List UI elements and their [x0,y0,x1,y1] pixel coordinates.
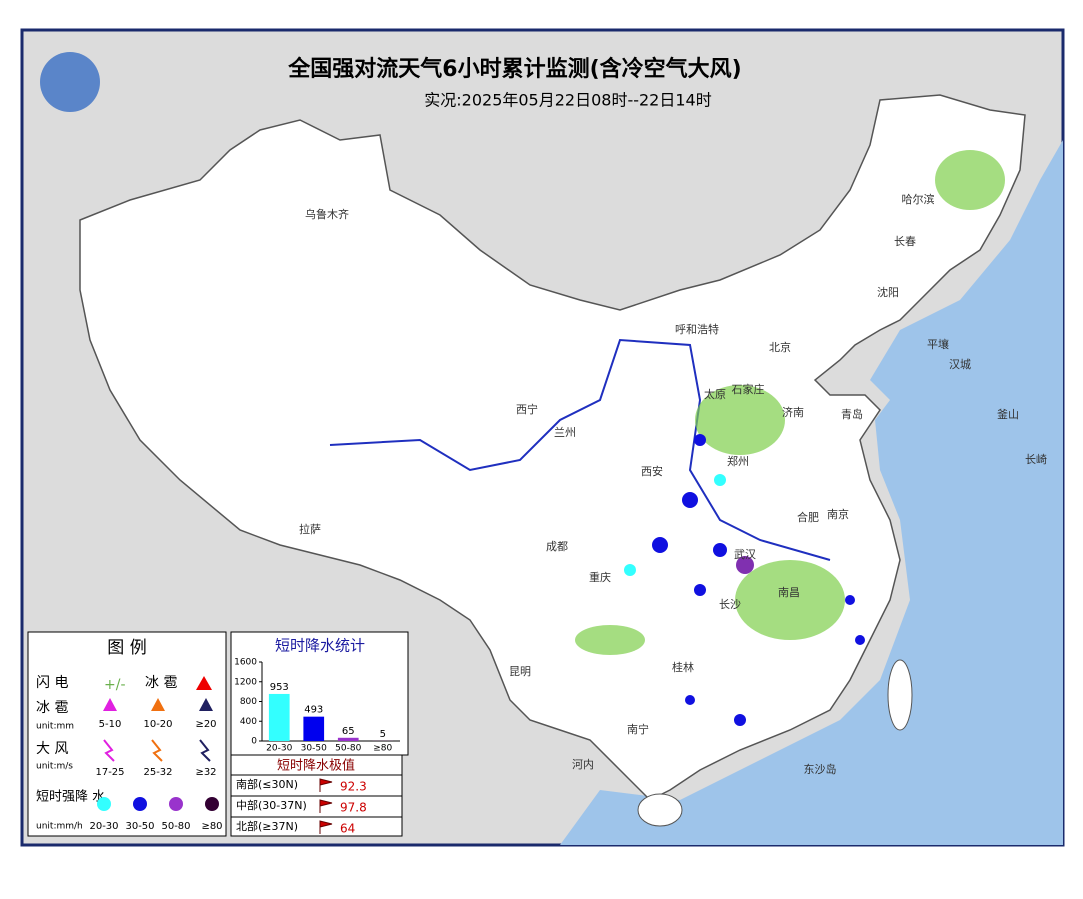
x-tick-label: 20-30 [266,744,292,754]
bar [338,738,359,741]
legend-label: 大 风 [36,741,68,757]
y-tick-label: 800 [240,697,257,707]
city-label: 青岛 [841,407,863,421]
x-tick-label: 30-50 [301,744,327,754]
city-label: 北京 [769,340,791,354]
legend-level: 25-32 [143,767,172,778]
legend-label: 短时强降 水 [36,790,105,805]
legend-unit: unit:mm [36,722,74,732]
city-label: 昆明 [509,665,531,678]
city-label: 合肥 [797,510,819,524]
city-label: 东沙岛 [804,762,837,776]
y-tick-label: 1600 [234,658,257,668]
legend-label: 冰 雹 [145,675,177,691]
city-label: 长沙 [719,598,741,611]
logo [40,52,100,112]
legend-level: 50-80 [161,821,190,832]
city-label: 成都 [546,540,568,553]
legend-unit: unit:mm/h [36,822,83,832]
legend-level: 20-30 [89,821,118,832]
subtitle: 实况:2025年05月22日08时--22日14时 [424,91,711,110]
hainan [638,794,682,826]
city-label: 平壤 [927,337,949,351]
legend-label: 闪 电 [36,675,68,691]
value-label: 493 [304,705,323,716]
rain-symbol [169,797,183,811]
legend-level: 17-25 [95,767,124,778]
rain-symbol [97,797,111,811]
city-label: 石家庄 [732,382,765,396]
city-label: 武汉 [734,548,756,561]
y-tick-label: 400 [240,717,257,727]
x-tick-label: ≥80 [373,744,392,754]
city-label: 南宁 [627,722,649,736]
city-label: 长春 [894,235,916,248]
rain-symbol [205,797,219,811]
extreme-value: 97.8 [340,801,367,815]
extremes-title: 短时降水极值 [277,758,355,774]
city-label: 郑州 [727,454,749,468]
legend-unit: unit:m/s [36,762,73,772]
city-label: 哈尔滨 [902,192,935,206]
city-label: 济南 [782,405,804,419]
city-label: 西宁 [516,402,538,416]
city-label: 釜山 [997,407,1019,421]
city-label: 太原 [704,388,726,401]
bar [303,717,324,741]
legend-label: 冰 雹 [36,700,68,716]
rain-symbol [133,797,147,811]
extreme-value: 64 [340,822,355,836]
title: 全国强对流天气6小时累计监测(含冷空气大风) [287,56,741,82]
value-label: 5 [380,729,386,740]
value-label: 65 [342,726,355,737]
city-label: 汉城 [949,358,971,371]
city-label: 西安 [641,464,663,478]
legend-level: 5-10 [99,719,122,730]
legend-level: 30-50 [125,821,154,832]
y-tick-label: 1200 [234,677,257,687]
region: 中部(30-37N) [236,798,307,812]
value-label: 953 [270,682,289,693]
stats-title: 短时降水统计 [275,637,365,655]
city-label: 南京 [827,507,849,521]
city-label: 沈阳 [877,285,899,299]
city-label: 南昌 [778,586,800,599]
city-label: 桂林 [672,660,694,674]
city-label: 呼和浩特 [675,322,719,336]
city-label: 兰州 [554,426,576,439]
x-tick-label: 50-80 [335,744,361,754]
legend-level: 10-20 [143,719,172,730]
city-label: 河内 [572,757,594,771]
lightning-icon: +/- [104,677,126,693]
legend-level: ≥20 [195,719,216,730]
taiwan [888,660,912,730]
legend-level: ≥32 [195,767,216,778]
bar [269,694,290,741]
city-label: 重庆 [589,570,611,584]
extreme-value: 92.3 [340,780,367,794]
city-label: 乌鲁木齐 [305,207,349,221]
region: 北部(≥37N) [236,819,298,833]
legend-level: ≥80 [201,821,222,832]
legend-title: 图 例 [107,638,146,658]
city-label: 长崎 [1025,452,1047,466]
legend-box [28,632,226,836]
region: 南部(≤30N) [236,777,298,791]
y-tick-label: 0 [251,737,257,747]
city-label: 拉萨 [299,522,321,536]
